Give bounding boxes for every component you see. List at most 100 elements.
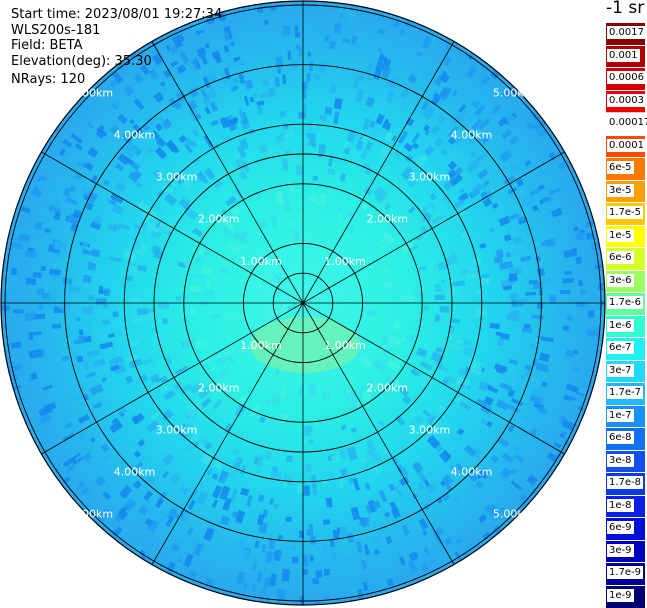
range-gate-cell: [262, 312, 272, 322]
range-gate-cell: [176, 33, 185, 43]
range-gate-cell: [104, 288, 111, 297]
range-gate-cell: [211, 499, 219, 509]
range-gate-cell: [120, 505, 129, 515]
range-gate-cell: [269, 497, 274, 506]
range-gate-cell: [358, 195, 364, 201]
range-gate-cell: [162, 453, 175, 466]
range-gate-cell: [308, 61, 314, 72]
colorbar-bin: 1.7e-9: [606, 562, 645, 585]
range-gate-cell: [118, 223, 130, 231]
range-gate-cell: [572, 349, 579, 355]
range-gate-cell: [140, 64, 150, 76]
range-gate-cell: [563, 248, 577, 258]
range-gate-cell: [252, 583, 257, 592]
range-gate-cell: [133, 98, 145, 111]
range-gate-cell: [418, 376, 433, 389]
range-gate-cell: [242, 160, 251, 174]
range-ring: [183, 183, 423, 423]
range-gate-cell: [128, 358, 143, 369]
range-gate-cell: [404, 20, 412, 28]
range-gate-cell: [137, 439, 145, 447]
range-gate-cell: [500, 128, 513, 140]
range-gate-cell: [273, 503, 279, 510]
range-gate-cell: [537, 406, 548, 415]
range-gate-cell: [183, 553, 194, 568]
range-gate-cell: [482, 197, 493, 208]
range-gate-cell: [439, 70, 448, 81]
range-gate-cell: [495, 399, 510, 411]
range-gate-cell: [109, 355, 124, 367]
range-gate-cell: [196, 171, 207, 182]
range-gate-cell: [196, 444, 206, 454]
range-gate-cell: [62, 432, 75, 442]
range-gate-cell: [219, 267, 229, 274]
range-gate-cell: [256, 571, 263, 583]
range-gate-cell: [418, 518, 429, 531]
range-gate-cell: [193, 156, 202, 165]
range-gate-cell: [200, 454, 209, 463]
range-gate-cell: [202, 97, 213, 107]
range-gate-cell: [62, 458, 73, 468]
range-gate-cell: [74, 431, 85, 441]
colorbar-bin-label: 3e-8: [607, 453, 634, 467]
range-gate-cell: [298, 530, 304, 538]
range-gate-cell: [374, 188, 388, 204]
range-gate-cell: [510, 162, 519, 172]
range-gate-cell: [550, 208, 563, 218]
range-gate-cell: [528, 279, 538, 285]
range-gate-cell: [484, 125, 498, 139]
range-gate-cell: [308, 133, 316, 146]
range-gate-cell: [270, 558, 275, 565]
range-gate-cell: [488, 227, 495, 233]
range-gate-cell: [113, 94, 123, 105]
range-gate-cell: [307, 52, 311, 57]
range-gate-cell: [369, 381, 380, 392]
range-gate-cell: [254, 540, 260, 548]
range-gate-cell: [261, 543, 267, 553]
range-gate-cell: [550, 180, 562, 191]
range-gate-cell: [455, 538, 462, 545]
range-gate-cell: [184, 143, 193, 154]
range-gate-cell: [365, 96, 375, 108]
range-gate-cell: [304, 463, 313, 473]
range-gate-cell: [546, 451, 558, 462]
range-gate-cell: [78, 329, 84, 336]
range-gate-cell: [378, 489, 388, 503]
colorbar-bin-label: 1e-9: [607, 588, 634, 602]
range-gate-cell: [480, 82, 491, 94]
range-gate-cell: [559, 289, 571, 295]
range-gate-cell: [497, 436, 510, 448]
range-gate-cell: [219, 485, 231, 501]
range-gate-cell: [64, 430, 72, 437]
range-gate-cell: [286, 18, 293, 27]
range-gate-cell: [500, 467, 512, 479]
range-gate-cell: [510, 468, 518, 475]
range-gate-cell: [439, 305, 450, 313]
range-gate-cell: [77, 156, 86, 165]
range-gate-cell: [163, 389, 176, 401]
range-gate-cell: [454, 133, 467, 146]
range-gate-cell: [400, 166, 414, 180]
range-gate-cell: [77, 335, 86, 345]
range-gate-cell: [578, 279, 583, 287]
colorbar-bin: 1e-8: [606, 494, 645, 518]
colorbar-bin: 6e-7: [606, 337, 645, 360]
range-gate-cell: [523, 323, 531, 330]
range-gate-cell: [474, 447, 482, 455]
range-gate-cell: [322, 543, 328, 552]
range-gate-cell: [406, 177, 417, 188]
range-gate-cell: [340, 424, 347, 431]
range-gate-cell: [468, 54, 474, 61]
range-gate-cell: [511, 444, 519, 451]
range-gate-cell: [573, 226, 579, 232]
colorbar-bin: 6e-8: [606, 427, 645, 450]
range-gate-cell: [529, 394, 544, 406]
range-gate-cell: [502, 285, 512, 291]
range-gate-cell: [218, 132, 225, 140]
range-gate-cell: [154, 146, 168, 160]
range-gate-cell: [270, 394, 281, 407]
range-gate-cell: [129, 264, 139, 273]
range-gate-cell: [230, 85, 239, 92]
range-gate-cell: [132, 170, 143, 180]
range-gate-cell: [329, 83, 337, 94]
